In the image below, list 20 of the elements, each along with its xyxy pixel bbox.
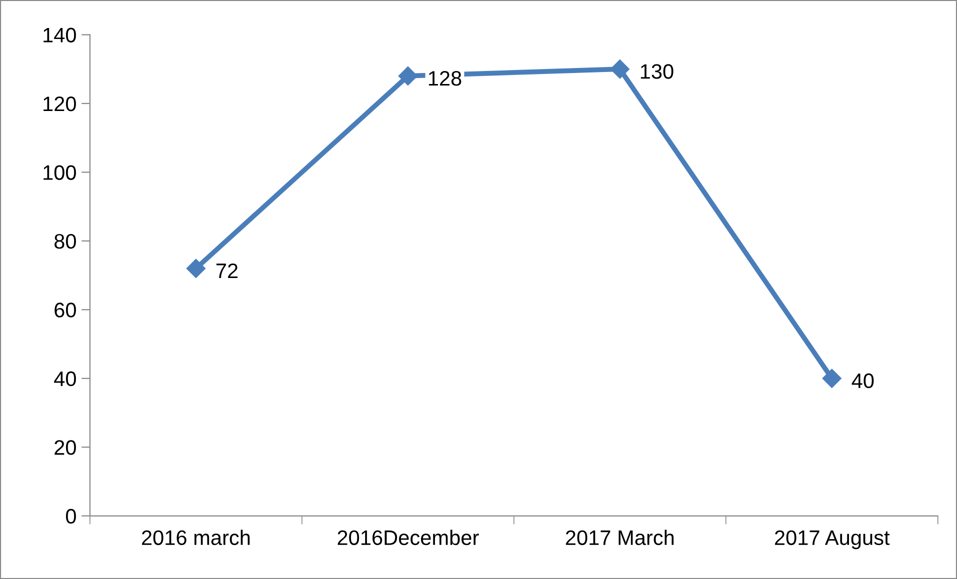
data-label: 130 [640,64,674,79]
y-tick-label: 100 [44,165,76,180]
point [610,60,630,79]
x-tick-label: 2017 March [566,530,674,546]
y-tick-label: 140 [44,28,76,42]
data-label: 128 [428,70,462,86]
x-tick-label: 2016 march [142,530,250,546]
y-tick-label: 80 [54,234,76,249]
x-tick-label: 2016December [338,530,479,546]
point [186,258,206,278]
y-tick-label: 20 [54,440,76,455]
y-tick-label: 40 [54,371,76,386]
data-label: 72 [216,263,238,278]
y-tick-label: 0 [66,508,76,524]
data-label: 40 [852,373,874,388]
y-tick-label: 120 [44,96,76,112]
x-tick-label: 2017 August [775,530,890,550]
y-tick-label: 60 [54,302,76,318]
point [398,66,418,86]
point [822,368,842,388]
